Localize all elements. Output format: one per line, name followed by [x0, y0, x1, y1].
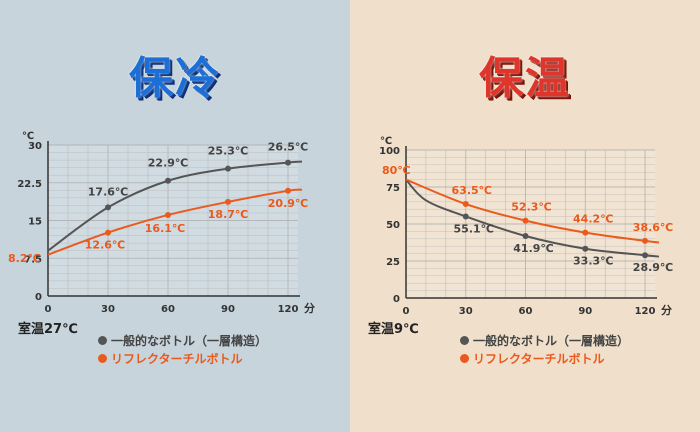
legend-marker-reflector	[98, 353, 107, 363]
x-tick-label: 0	[403, 306, 410, 317]
y-tick-label: 15	[28, 217, 42, 228]
legend-item-reflector: リフレクターチルボトル	[460, 349, 629, 367]
x-tick-label: 30	[101, 304, 115, 315]
y-tick-label: 25	[386, 257, 400, 268]
data-label: 33.3℃	[573, 255, 613, 268]
y-tick-label: 0	[35, 292, 42, 303]
data-point	[462, 213, 469, 220]
data-label-start: 80℃	[382, 164, 411, 177]
legend-marker-reflector	[460, 353, 469, 363]
legend-marker-ordinary	[98, 335, 107, 345]
data-label: 18.7℃	[208, 208, 248, 221]
x-tick-label: 90	[221, 304, 235, 315]
heat-retention-title: 保温	[479, 53, 571, 104]
x-unit-label: 分	[661, 303, 672, 317]
x-tick-label: 120	[635, 306, 656, 317]
y-tick-label: 0	[393, 294, 400, 305]
data-label: 26.5℃	[268, 141, 308, 154]
data-label-start: 8.2℃	[8, 252, 41, 265]
legend-label-ordinary: 一般的なボトル（一層構造）	[473, 333, 630, 348]
data-label: 38.6℃	[633, 221, 673, 234]
legend-label-reflector: リフレクターチルボトル	[473, 351, 605, 366]
data-label: 25.3℃	[208, 145, 248, 158]
data-point	[165, 177, 171, 184]
data-point	[285, 159, 291, 166]
data-label: 44.2℃	[573, 213, 613, 226]
data-point	[285, 187, 291, 194]
legend-item-ordinary: 一般的なボトル（一層構造）	[460, 331, 629, 349]
room-temperature-label: 室温27℃	[18, 322, 78, 337]
data-point	[522, 217, 529, 224]
legend-label-ordinary: 一般的なボトル（一層構造）	[111, 333, 268, 348]
x-tick-label: 60	[519, 306, 533, 317]
legend-item-ordinary: 一般的なボトル（一層構造）	[98, 331, 267, 349]
y-unit-label: ℃	[380, 136, 392, 147]
x-tick-label: 60	[161, 304, 175, 315]
data-label: 28.9℃	[633, 261, 673, 274]
data-label: 16.1℃	[145, 222, 185, 235]
y-unit-label: ℃	[22, 131, 34, 142]
data-point	[642, 237, 649, 244]
x-tick-label: 30	[459, 306, 473, 317]
x-unit-label: 分	[304, 301, 315, 315]
data-label: 17.6℃	[88, 185, 128, 198]
y-tick-label: 100	[379, 146, 400, 157]
data-point	[105, 204, 111, 211]
data-label: 52.3℃	[511, 201, 551, 214]
y-tick-label: 7.5	[24, 254, 42, 265]
y-tick-label: 30	[28, 141, 42, 152]
x-tick-label: 120	[278, 304, 299, 315]
data-label: 55.1℃	[454, 222, 494, 235]
legend-marker-ordinary	[460, 335, 469, 345]
y-tick-label: 75	[386, 183, 400, 194]
room-temperature-label: 室温9℃	[368, 322, 419, 337]
data-point	[225, 198, 231, 205]
x-tick-label: 90	[578, 306, 592, 317]
data-point	[582, 229, 589, 236]
data-label: 63.5℃	[452, 184, 492, 197]
data-point	[105, 229, 111, 236]
y-tick-label: 22.5	[17, 179, 42, 190]
heat-retention-chart: 0 25 50 75 100 0 30 60 90 120 ℃ 分 55.1℃ 41.9℃ 33.3℃ 28.…	[379, 136, 673, 317]
data-label: 22.9℃	[148, 157, 188, 170]
legend-item-reflector: リフレクターチルボトル	[98, 349, 267, 367]
x-tick-label: 0	[45, 304, 52, 315]
cold-retention-chart: 0 7.5 15 22.5 30 0 30 60 90 120 ℃ 分 17.6℃ 22.9℃ 25.3℃ 2…	[8, 131, 315, 315]
data-point	[462, 201, 469, 208]
data-label: 41.9℃	[513, 242, 553, 255]
data-point	[582, 245, 589, 252]
chart-legend: 一般的なボトル（一層構造） リフレクターチルボトル	[98, 331, 267, 367]
data-point	[522, 232, 529, 239]
chart-legend: 一般的なボトル（一層構造） リフレクターチルボトル	[460, 331, 629, 367]
data-point	[642, 252, 649, 259]
heat-retention-panel: 保温 0 25 50 75 100 0 30 60 90 120 ℃ 分 55.1℃ 41.9℃ 33.3℃…	[350, 0, 700, 432]
data-point	[225, 165, 231, 172]
cold-retention-panel: 保冷 0 7.5 15 22.5 30 0 30 60 90 120 ℃ 分 17.6℃ 22.9℃ 25.…	[0, 0, 350, 432]
y-tick-label: 50	[386, 220, 400, 231]
data-point	[165, 211, 171, 218]
cold-retention-title: 保冷	[129, 53, 221, 104]
data-label: 12.6℃	[85, 239, 125, 252]
legend-label-reflector: リフレクターチルボトル	[111, 351, 243, 366]
data-label: 20.9℃	[268, 197, 308, 210]
